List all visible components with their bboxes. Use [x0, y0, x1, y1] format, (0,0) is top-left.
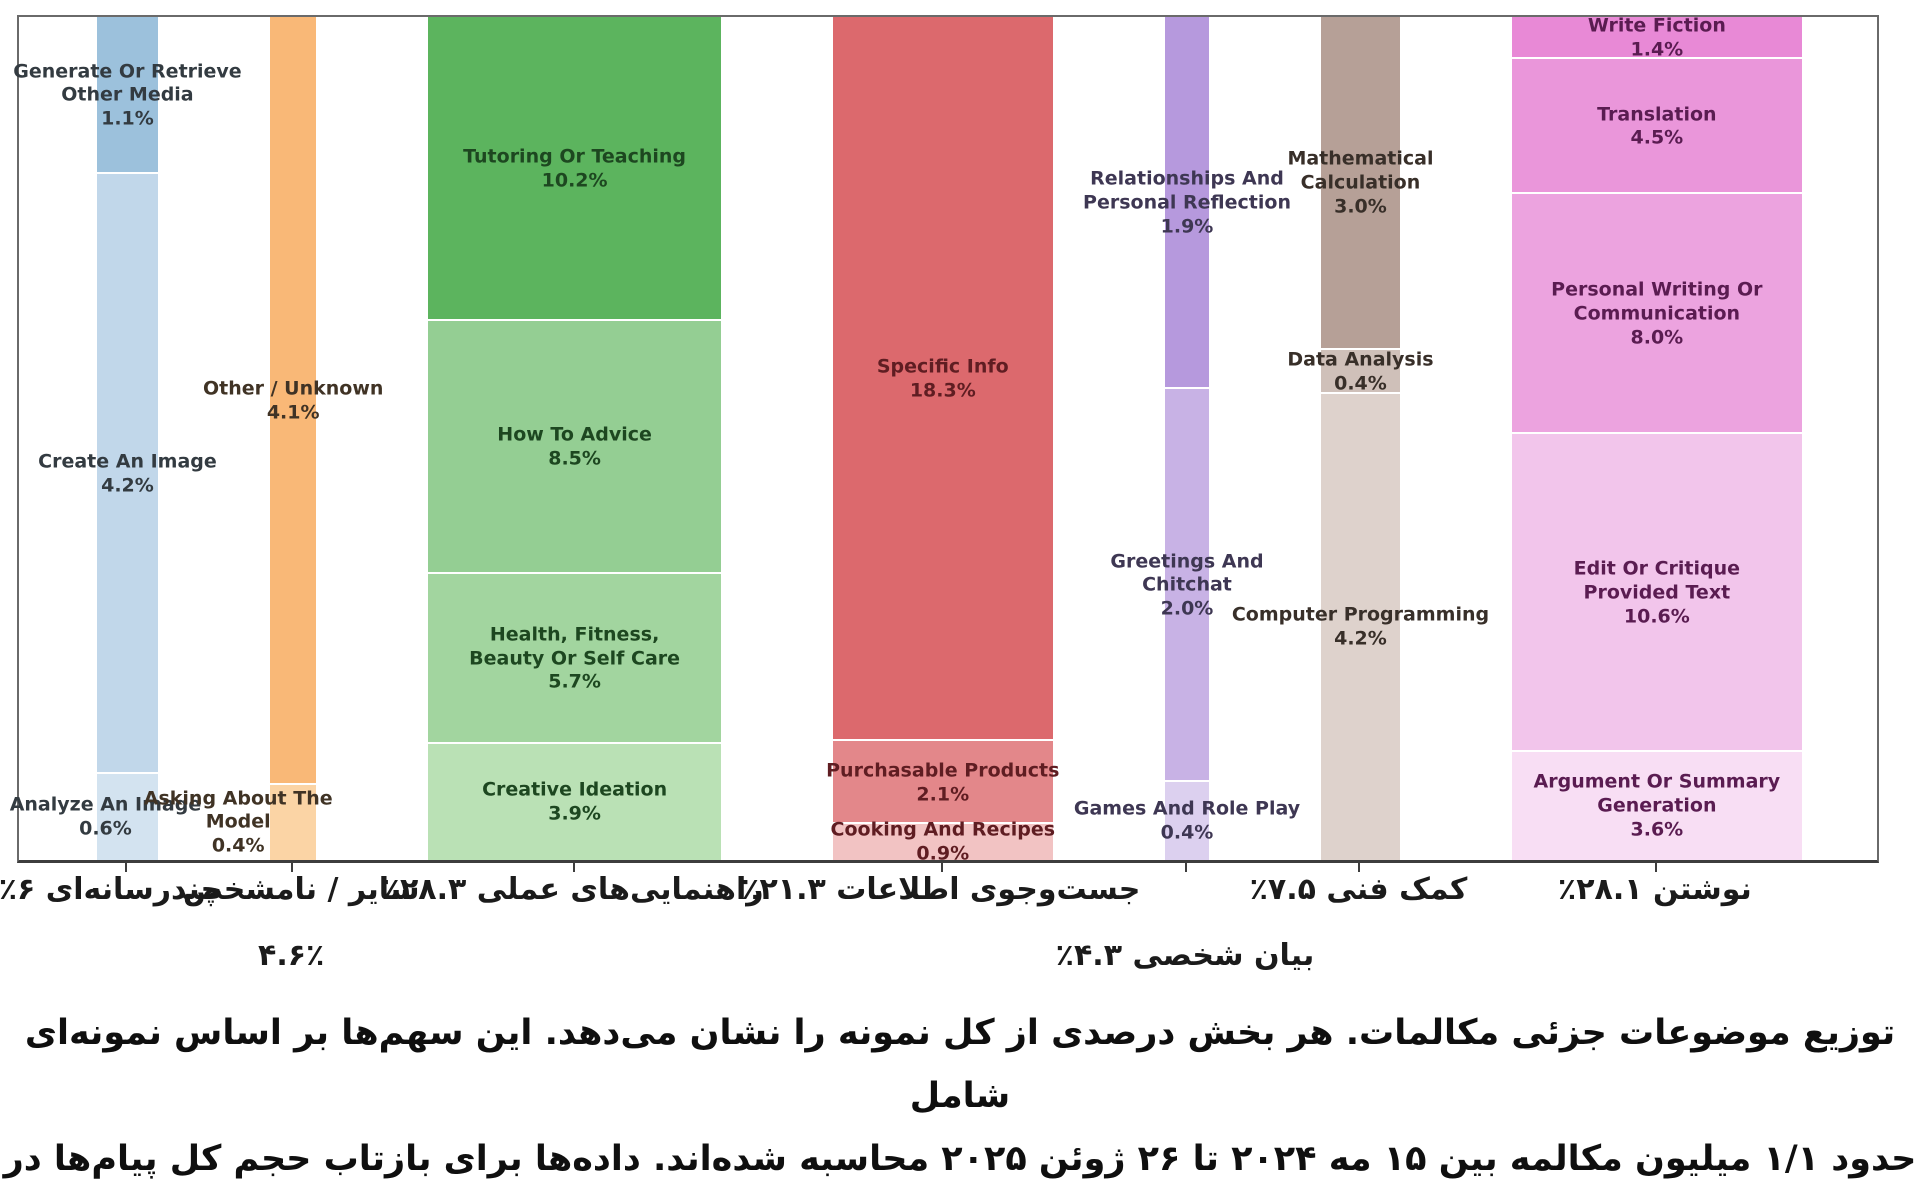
caption-line: حدود ۱/۱ میلیون مکالمه بین ۱۵ مه ۲۰۲۴ تا… [3, 1139, 1917, 1203]
chart-segment [1164, 781, 1210, 860]
chart-segment [428, 17, 721, 321]
caption: توزیع موضوعات جزئی مکالمات. هر بخش درصدی… [0, 1002, 1920, 1203]
chart-segment [428, 574, 721, 744]
chart-segment [97, 174, 158, 775]
x-axis-label: کمک فنی ۷.۵٪ [1249, 872, 1468, 907]
x-axis-tick [125, 861, 128, 872]
chart-segment [1511, 17, 1802, 59]
x-axis-tick [1358, 861, 1361, 872]
chart-segment [269, 17, 317, 786]
chart-segment [428, 743, 721, 860]
chart-segment [832, 824, 1053, 860]
chart-segment [832, 17, 1053, 742]
chart-segment [1321, 394, 1400, 860]
chart-segment [97, 17, 158, 175]
chart-segment [269, 785, 317, 860]
x-axis-label: چندرسانه‌ای ۶٪ [0, 872, 223, 907]
x-axis-tick [1654, 861, 1657, 872]
plot-area: Generate Or Retrieve Other Media 1.1% Creat… [10, 14, 1879, 864]
caption-line: توزیع موضوعات جزئی مکالمات. هر بخش درصدی… [24, 1013, 1896, 1116]
chart-segment [1164, 389, 1210, 782]
x-axis-tick [291, 861, 294, 872]
x-axis-tick [572, 861, 575, 872]
chart-segment [1511, 752, 1802, 860]
x-axis-label: جست‌وجوی اطلاعات ۲۱.۳٪ [741, 872, 1141, 907]
x-axis-label: نوشتن ۲۸.۱٪ [1557, 872, 1752, 907]
x-axis-tick [1185, 861, 1187, 872]
x-axis-label: سایر / نامشخص [182, 872, 420, 907]
chart-segment [832, 741, 1053, 825]
chart-segment [1511, 59, 1802, 194]
x-axis-label: راهنمایی‌های عملی ۲۸.۳٪ [381, 872, 764, 907]
chart-segment [1511, 434, 1802, 752]
chart-segment [428, 320, 721, 575]
chart-segment [1321, 17, 1400, 350]
chart-segment [1164, 17, 1210, 390]
x-axis-label: ۴.۶٪ [258, 938, 325, 973]
chart-segment [97, 774, 158, 860]
chart-segment [1511, 194, 1802, 434]
x-axis-tick [940, 861, 943, 872]
x-axis-label: بیان شخصی ۴.۳٪ [1055, 938, 1315, 973]
chart-segment [1321, 349, 1400, 395]
